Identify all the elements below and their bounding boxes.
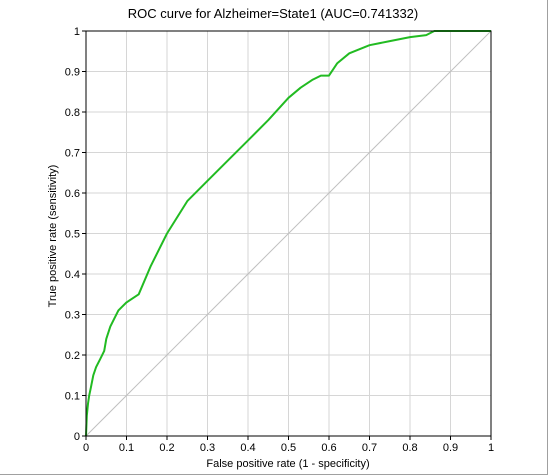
y-axis-ticks: 0 0.1 0.2 0.3 0.4 0.5 0.6 0.7 0.8 0.9 1 bbox=[65, 26, 86, 443]
x-tick-label: 0 bbox=[83, 442, 89, 454]
chart-title: ROC curve for Alzheimer=State1 (AUC=0.74… bbox=[128, 6, 418, 21]
y-tick-label: 0.5 bbox=[65, 229, 80, 241]
x-tick-label: 0.3 bbox=[200, 442, 215, 454]
x-tick-label: 0.4 bbox=[240, 442, 255, 454]
y-tick-label: 0.4 bbox=[65, 269, 80, 281]
y-tick-label: 0.7 bbox=[65, 148, 80, 160]
x-tick-label: 0.6 bbox=[321, 442, 336, 454]
y-tick-label: 0.3 bbox=[65, 310, 80, 322]
y-tick-label: 0.1 bbox=[65, 391, 80, 403]
grid bbox=[86, 31, 491, 436]
x-tick-label: 0.8 bbox=[402, 442, 417, 454]
y-tick-label: 0.9 bbox=[65, 67, 80, 79]
x-tick-label: 0.9 bbox=[443, 442, 458, 454]
x-tick-label: 0.2 bbox=[159, 442, 174, 454]
x-tick-label: 0.7 bbox=[362, 442, 377, 454]
y-tick-label: 1 bbox=[74, 26, 80, 38]
y-tick-label: 0.6 bbox=[65, 188, 80, 200]
y-tick-label: 0.8 bbox=[65, 107, 80, 119]
y-tick-label: 0 bbox=[74, 431, 80, 443]
x-tick-label: 1 bbox=[488, 442, 494, 454]
x-axis-ticks: 0 0.1 0.2 0.3 0.4 0.5 0.6 0.7 0.8 0.9 1 bbox=[83, 436, 494, 454]
x-tick-label: 0.1 bbox=[119, 442, 134, 454]
x-tick-label: 0.5 bbox=[281, 442, 296, 454]
x-axis-title: False positive rate (1 - specificity) bbox=[206, 458, 369, 470]
diagonal-reference-line bbox=[85, 30, 492, 437]
y-tick-label: 0.2 bbox=[65, 350, 80, 362]
y-axis-title: True positive rate (sensitivity) bbox=[47, 165, 59, 308]
roc-curve-line bbox=[85, 30, 491, 437]
